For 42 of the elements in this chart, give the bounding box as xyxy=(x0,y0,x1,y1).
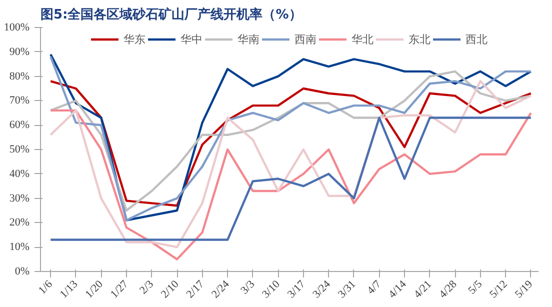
legend-label: 东北 xyxy=(408,32,430,46)
y-tick-label: 20% xyxy=(9,216,30,229)
x-tick-label: 1/20 xyxy=(83,278,106,301)
x-tick-label: 2/3 xyxy=(138,278,156,297)
line-series xyxy=(50,80,532,248)
y-tick-label: 100% xyxy=(4,22,30,34)
y-tick-label: 60% xyxy=(9,119,30,132)
line-series xyxy=(50,109,532,260)
x-tick-label: 3/24 xyxy=(310,278,334,301)
y-tick-label: 40% xyxy=(9,168,30,180)
x-tick-label: 4/28 xyxy=(437,278,460,301)
x-tick-label: 3/31 xyxy=(336,278,358,301)
x-tick-label: 2/10 xyxy=(158,278,182,301)
x-tick-label: 1/6 xyxy=(36,278,56,297)
x-tick-label: 3/17 xyxy=(285,278,308,301)
y-tick-label: 50% xyxy=(9,144,30,156)
x-tick-label: 2/17 xyxy=(184,278,207,301)
chart-title: 图5:全国各区域砂石矿山厂产线开机率（%） xyxy=(40,6,302,22)
y-tick-label: 30% xyxy=(9,192,30,204)
y-tick-label: 90% xyxy=(9,46,30,58)
x-tick-label: 3/3 xyxy=(238,278,258,297)
legend-label: 华中 xyxy=(180,32,202,46)
x-tick-label: 4/7 xyxy=(365,278,384,297)
x-tick-label: 1/27 xyxy=(108,278,132,301)
x-tick-label: 2/24 xyxy=(209,278,232,301)
x-tick-label: 4/21 xyxy=(412,278,434,301)
x-tick-label: 5/5 xyxy=(466,278,485,297)
x-tick-label: 4/14 xyxy=(386,278,410,301)
x-tick-label: 5/12 xyxy=(488,278,510,301)
legend-label: 华北 xyxy=(352,32,374,46)
y-tick-label: 70% xyxy=(9,94,30,107)
line-series xyxy=(50,116,532,241)
x-tick-label: 5/19 xyxy=(512,278,536,301)
x-tick-label: 1/13 xyxy=(58,278,80,301)
legend-label: 华南 xyxy=(238,32,260,46)
legend-label: 华东 xyxy=(124,32,146,46)
y-tick-label: 80% xyxy=(9,70,30,82)
legend-label: 西北 xyxy=(466,32,488,46)
legend-label: 西南 xyxy=(294,32,316,46)
x-tick-label: 3/10 xyxy=(260,278,283,301)
y-tick-label: 10% xyxy=(9,241,30,254)
y-tick-label: 0% xyxy=(14,266,30,278)
